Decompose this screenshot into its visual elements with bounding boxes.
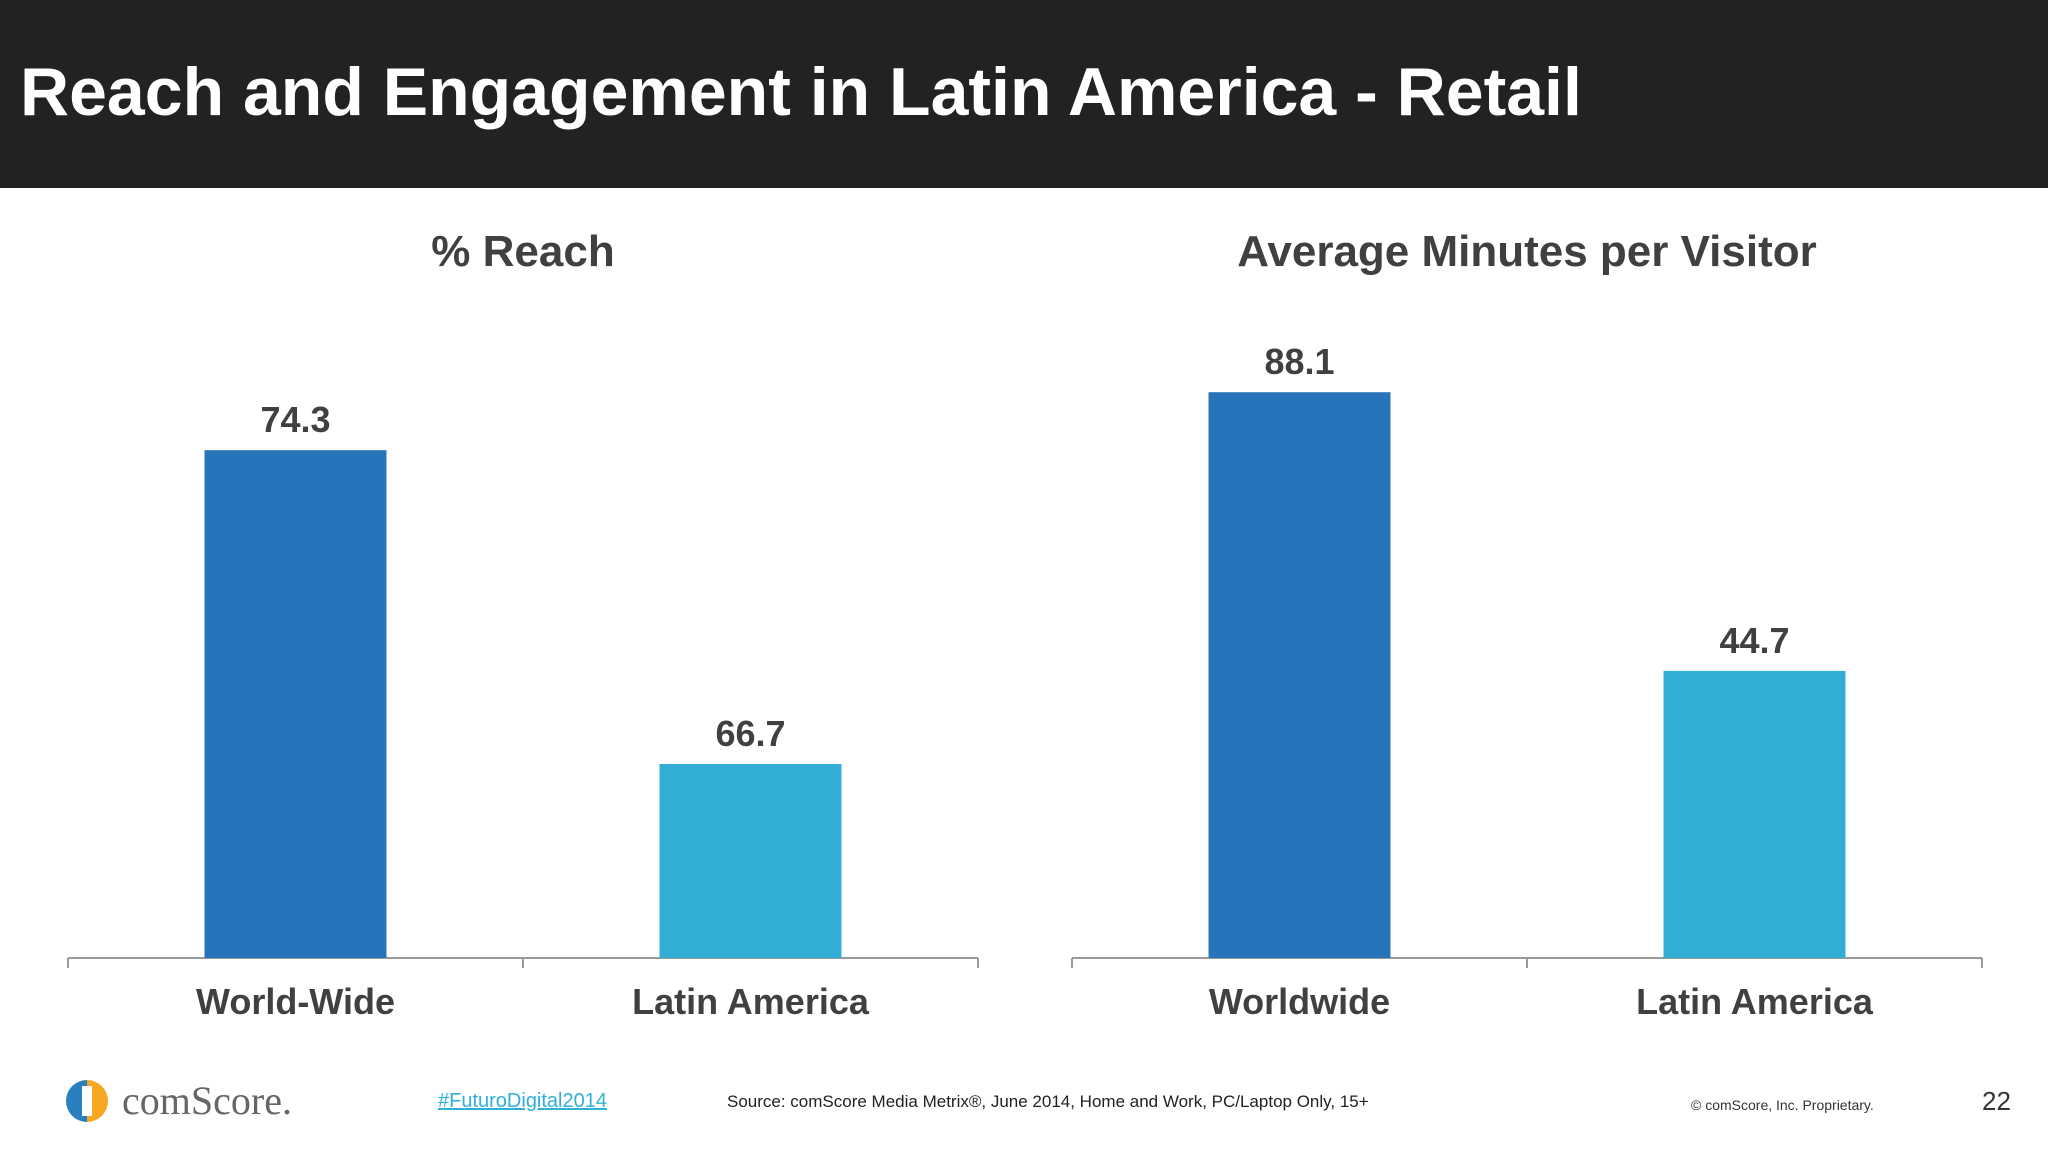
data-label: 66.7: [715, 713, 785, 754]
category-label: World-Wide: [196, 981, 395, 1022]
bar-world-wide: [204, 450, 387, 958]
logo-text: comScore.: [122, 1078, 292, 1123]
data-label: 88.1: [1264, 341, 1334, 382]
hashtag-link[interactable]: #FuturoDigital2014: [438, 1090, 607, 1112]
bar-worldwide: [1208, 392, 1391, 958]
comscore-logo: comScore.: [62, 1076, 322, 1128]
charts-area: % Reach 74.3 World-Wide 66.7 Latin America A…: [67, 227, 1983, 1022]
category-label: Latin America: [1636, 981, 1874, 1022]
header-bar: Reach and Engagement in Latin America - …: [0, 0, 2048, 188]
category-label: Latin America: [632, 981, 870, 1022]
chart-title: Average Minutes per Visitor: [1237, 227, 1817, 276]
category-label: Worldwide: [1209, 981, 1390, 1022]
chart-title: % Reach: [431, 227, 614, 276]
page-title: Reach and Engagement in Latin America - …: [20, 54, 1582, 130]
data-label: 44.7: [1719, 620, 1789, 661]
data-label: 74.3: [260, 399, 330, 440]
page-number: 22: [1982, 1086, 2011, 1116]
comscore-logo-icon: [66, 1080, 108, 1122]
copyright-note: © comScore, Inc. Proprietary.: [1691, 1097, 1874, 1113]
reach-chart: % Reach 74.3 World-Wide 66.7 Latin America: [67, 227, 979, 1022]
source-note: Source: comScore Media Metrix®, June 201…: [727, 1092, 1369, 1111]
bar-latin-america: [1663, 670, 1846, 958]
bar-latin-america: [659, 763, 842, 958]
minutes-chart: Average Minutes per Visitor 88.1 Worldwide…: [1071, 227, 1983, 1022]
